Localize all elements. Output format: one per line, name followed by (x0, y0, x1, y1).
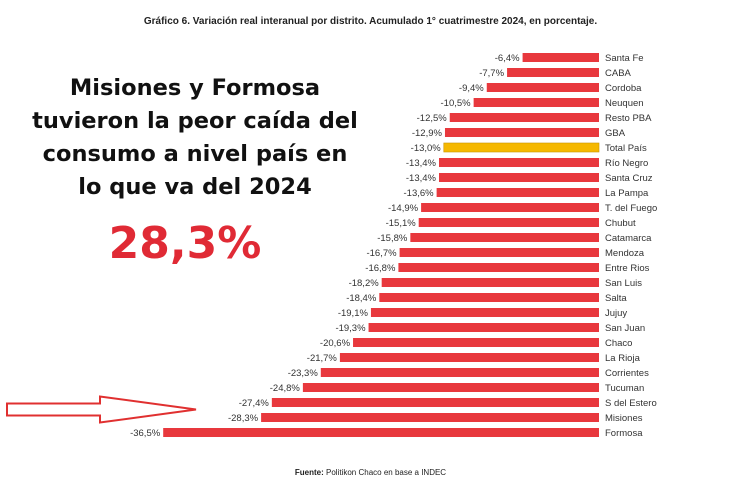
chart-title: Gráfico 6. Variación real interanual por… (143, 16, 598, 27)
bar (370, 308, 599, 317)
value-label: -6,4% (495, 53, 520, 64)
value-label: -15,1% (386, 218, 417, 229)
bar (522, 53, 599, 62)
category-label: Mendoza (605, 248, 645, 259)
bar (353, 338, 599, 347)
headline-text: Misiones y Formosa tuvieron la peor caíd… (32, 75, 358, 200)
category-label: Chubut (605, 218, 636, 229)
value-label: -12,9% (412, 128, 443, 139)
value-label: -24,8% (270, 383, 301, 394)
bar (163, 428, 599, 437)
category-label: Total País (605, 143, 647, 154)
bar (436, 188, 599, 197)
value-label: -21,7% (307, 353, 338, 364)
value-label: -12,5% (417, 113, 448, 124)
value-label: -19,3% (335, 323, 366, 334)
category-label: Santa Cruz (605, 173, 653, 184)
bar (421, 203, 599, 212)
bar (398, 263, 599, 272)
bar (261, 413, 599, 422)
category-label: Salta (605, 293, 627, 304)
value-label: -10,5% (441, 98, 472, 109)
category-label: GBA (605, 128, 626, 139)
value-label: -20,6% (320, 338, 351, 349)
bar (444, 128, 599, 137)
value-label: -28,3% (228, 413, 259, 424)
bar (399, 248, 599, 257)
category-label: Misiones (605, 413, 643, 424)
bar (473, 98, 599, 107)
value-label: -18,4% (346, 293, 377, 304)
value-label: -13,0% (411, 143, 442, 154)
bar (486, 83, 599, 92)
value-label: -16,8% (365, 263, 396, 274)
value-label: -13,6% (404, 188, 435, 199)
category-label: Entre Rios (605, 263, 650, 274)
bar (410, 233, 599, 242)
bar (368, 323, 599, 332)
source-note: Fuente: Politikon Chaco en base a INDEC (0, 468, 741, 477)
category-label: Tucuman (605, 383, 644, 394)
value-label: -36,5% (130, 428, 161, 439)
highlight-value: 28,3% (108, 218, 262, 269)
bar (271, 398, 599, 407)
category-label: San Juan (605, 323, 645, 334)
category-label: Jujuy (605, 308, 627, 319)
value-label: -23,3% (288, 368, 319, 379)
value-label: -19,1% (338, 308, 369, 319)
category-label: Chaco (605, 338, 632, 349)
category-label: Resto PBA (605, 113, 652, 124)
category-label: Santa Fe (605, 53, 644, 64)
bar (439, 158, 599, 167)
bar (339, 353, 599, 362)
category-label: Catamarca (605, 233, 652, 244)
value-label: -18,2% (349, 278, 380, 289)
bar (418, 218, 599, 227)
category-label: CABA (605, 68, 632, 79)
bar (449, 113, 599, 122)
category-label: Corrientes (605, 368, 649, 379)
bar (507, 68, 599, 77)
source-label: Fuente: (294, 468, 324, 477)
category-label: S del Estero (605, 398, 657, 409)
value-label: -15,8% (377, 233, 408, 244)
value-label: -9,4% (459, 83, 484, 94)
category-label: La Pampa (605, 188, 649, 199)
bar (381, 278, 599, 287)
bar (439, 173, 599, 182)
source-text: Politikon Chaco en base a INDEC (323, 468, 447, 477)
value-label: -16,7% (366, 248, 397, 259)
bar (302, 383, 599, 392)
value-label: -7,7% (479, 68, 504, 79)
value-label: -13,4% (406, 158, 437, 169)
category-label: Cordoba (605, 83, 642, 94)
bar-highlight (443, 142, 600, 153)
category-label: T. del Fuego (605, 203, 657, 214)
category-label: Río Negro (605, 158, 648, 169)
bar (379, 293, 599, 302)
value-label: -13,4% (406, 173, 437, 184)
category-label: San Luis (605, 278, 642, 289)
category-label: La Rioja (605, 353, 641, 364)
category-label: Formosa (605, 428, 643, 439)
value-label: -14,9% (388, 203, 419, 214)
arrow-icon (6, 395, 197, 424)
category-label: Neuquen (605, 98, 644, 109)
bar (320, 368, 599, 377)
value-label: -27,4% (239, 398, 270, 409)
